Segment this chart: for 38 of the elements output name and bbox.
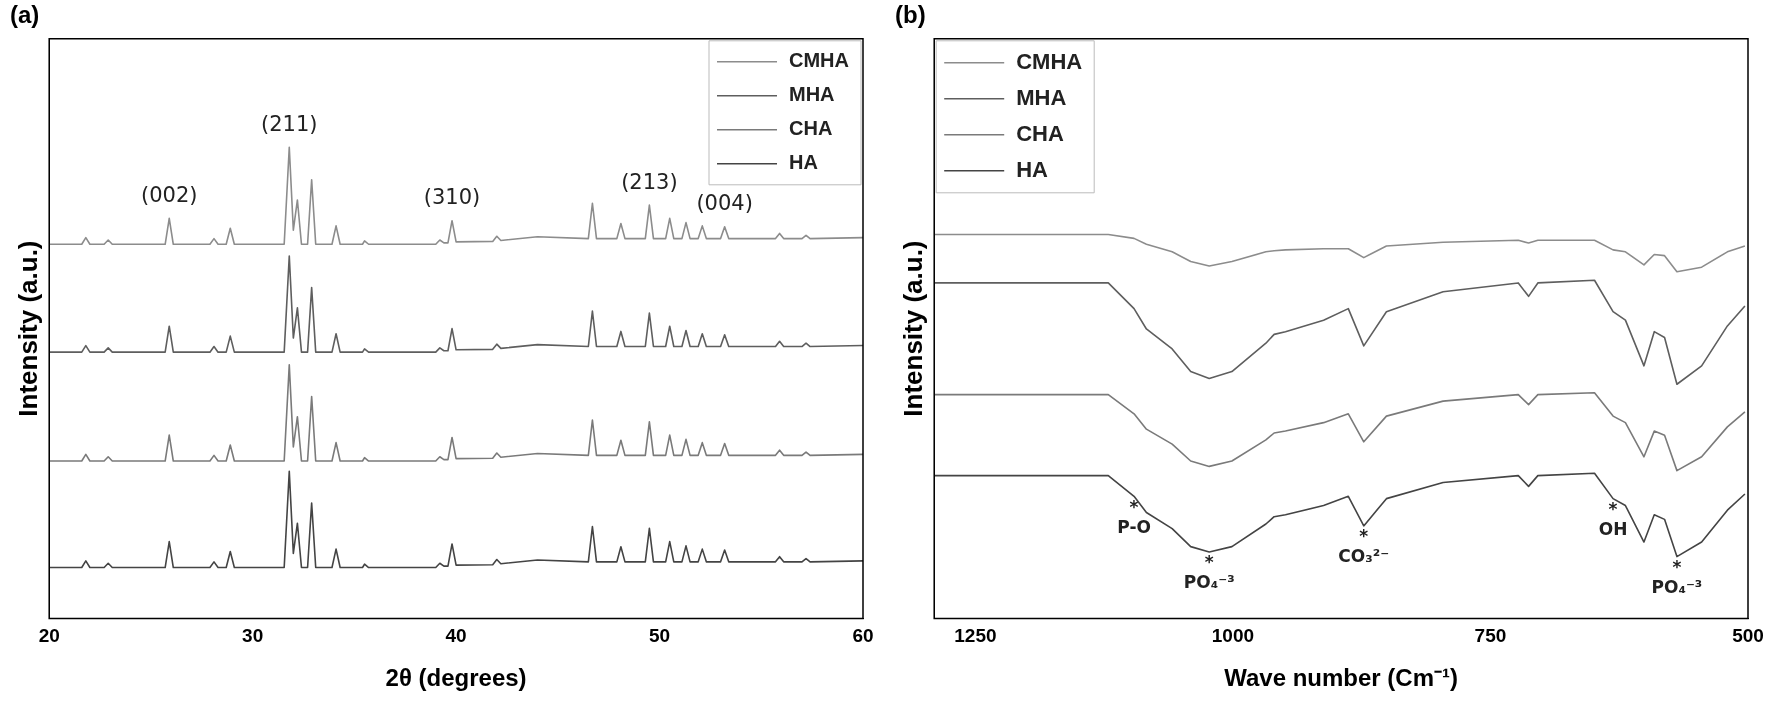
annotation: (004) (696, 191, 753, 216)
annotation: OH (1598, 519, 1628, 540)
y-axis-title: Intensity (a.u.) (12, 240, 43, 417)
annotation: (213) (621, 169, 678, 194)
annotation: PO₄⁻³ (1651, 577, 1703, 598)
x-tick-label: 20 (38, 625, 60, 647)
legend-label: CHA (1016, 120, 1064, 146)
annotation: * (1129, 496, 1139, 517)
legend-label: MHA (789, 83, 835, 106)
x-axis-title: 2θ (degrees) (385, 664, 527, 692)
annotation: (002) (141, 182, 198, 207)
legend-label: CMHA (789, 49, 850, 72)
y-axis-title: Intensity (a.u.) (897, 240, 928, 417)
annotation: PO₄⁻³ (1183, 572, 1235, 593)
legend-label: CMHA (1016, 48, 1083, 74)
legend-label: HA (789, 151, 818, 174)
annotation: * (1359, 526, 1369, 547)
x-tick-label: 1000 (1211, 625, 1255, 647)
x-tick-label: 50 (648, 625, 671, 647)
annotation: (310) (423, 185, 481, 210)
x-tick-label: 30 (242, 625, 264, 647)
annotation: * (1608, 499, 1618, 520)
annotation: * (1672, 557, 1682, 578)
annotation: P-O (1117, 516, 1151, 537)
legend-label: CHA (789, 117, 833, 140)
x-axis-title: Wave number (Cm⁻¹) (1224, 664, 1458, 692)
annotation: * (1204, 552, 1214, 573)
x-tick-label: 60 (852, 625, 874, 647)
x-tick-label: 500 (1732, 625, 1764, 647)
x-tick-label: 750 (1474, 625, 1507, 647)
legend-label: HA (1016, 156, 1049, 182)
chart-title: (b) (895, 1, 926, 29)
x-tick-label: 1250 (954, 625, 997, 647)
annotation: (211) (261, 111, 318, 136)
legend-label: MHA (1016, 84, 1067, 110)
chart-title: (a) (10, 1, 40, 29)
x-tick-label: 40 (445, 625, 467, 647)
annotation: CO₃²⁻ (1338, 546, 1390, 567)
